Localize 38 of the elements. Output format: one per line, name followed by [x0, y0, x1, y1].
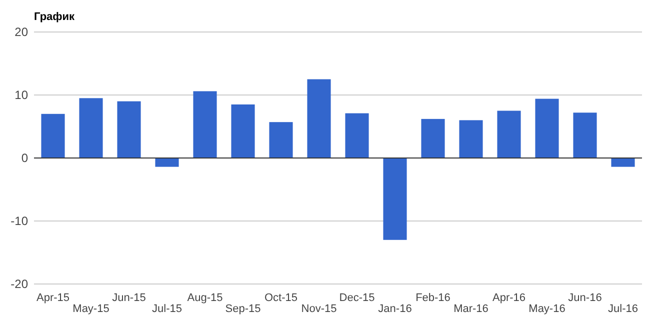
bar — [573, 112, 597, 158]
x-tick-label: Jul-15 — [152, 302, 182, 315]
x-tick-label: Mar-16 — [454, 302, 488, 315]
bar — [117, 101, 141, 158]
bar — [459, 120, 483, 158]
x-tick-label: Jul-16 — [608, 302, 638, 315]
bar — [79, 98, 103, 158]
x-tick-label: Jun-16 — [568, 292, 602, 304]
x-tick-label: Apr-16 — [492, 292, 526, 304]
x-tick-label: Sep-15 — [225, 302, 261, 315]
bar — [383, 158, 407, 240]
bar — [497, 110, 521, 158]
bar — [535, 98, 559, 158]
x-tick-label: Jan-16 — [378, 302, 412, 315]
bar — [269, 122, 293, 158]
x-tick-label: Feb-16 — [416, 292, 450, 304]
x-tick-label: Dec-15 — [339, 292, 375, 304]
chart-title: График — [34, 11, 76, 23]
x-tick-label: Apr-15 — [36, 292, 70, 304]
bar — [155, 158, 179, 167]
bar — [231, 104, 255, 158]
y-tick-label: -20 — [10, 277, 28, 292]
x-tick-label: Jun-15 — [112, 292, 146, 304]
y-tick-label: 20 — [14, 25, 28, 40]
y-tick-label: -10 — [10, 214, 28, 228]
x-tick-label: May-16 — [528, 302, 566, 315]
x-tick-label: Aug-15 — [187, 292, 223, 304]
y-tick-label: 0 — [21, 151, 28, 166]
bar — [611, 158, 635, 167]
bar — [345, 113, 369, 158]
bar — [421, 118, 445, 158]
bar — [307, 79, 331, 158]
bar — [193, 91, 217, 158]
y-tick-label: 10 — [14, 88, 28, 102]
x-tick-label: Oct-15 — [264, 292, 298, 304]
bar — [41, 114, 65, 158]
x-tick-label: Nov-15 — [301, 302, 337, 315]
x-tick-label: May-15 — [72, 302, 110, 315]
